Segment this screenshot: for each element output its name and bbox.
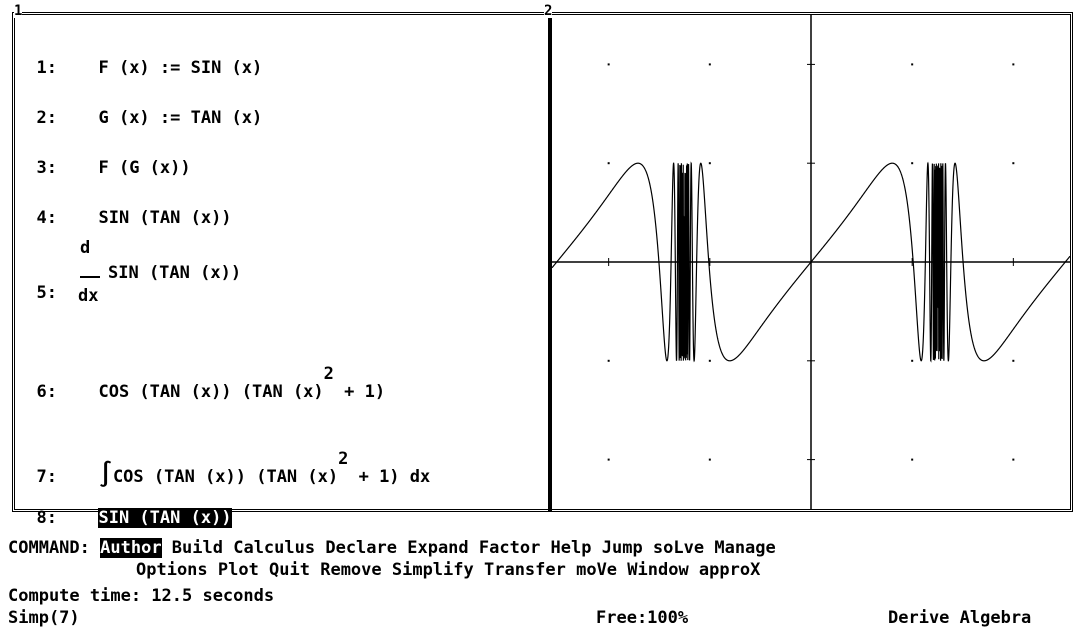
- menu-item-factor[interactable]: Factor: [468, 538, 541, 558]
- status-message: Compute time: 12.5 seconds: [8, 586, 275, 606]
- expression-line-1[interactable]: 1: F (x) := SIN (x): [36, 58, 263, 78]
- expression-line-5[interactable]: 5:: [36, 283, 57, 303]
- menu-item-help[interactable]: Help: [540, 538, 592, 558]
- expression-line-7[interactable]: 7: ∫COS (TAN (x)) (TAN (x)2 + 1) dx: [36, 449, 431, 488]
- grid-dot: [1012, 359, 1015, 362]
- fraction-bar: [80, 276, 100, 278]
- menu-item-author[interactable]: Author: [100, 538, 162, 558]
- grid-dot: [708, 63, 711, 66]
- plot-curve-segment-0: [552, 162, 685, 362]
- status-free-memory: Free:100%: [596, 608, 689, 628]
- menu-item-manage[interactable]: Manage: [704, 538, 776, 558]
- grid-dot: [607, 359, 610, 362]
- grid-dot: [708, 359, 711, 362]
- status-mode: Simp(7): [8, 608, 80, 628]
- highlighted-expression[interactable]: SIN (TAN (x)): [98, 508, 232, 528]
- command-menu-row-2[interactable]: Options Plot Quit Remove Simplify Transf…: [136, 560, 761, 580]
- plot-window[interactable]: [549, 12, 1073, 512]
- derivative-dx: dx: [78, 286, 99, 306]
- expression-line-8[interactable]: 8: SIN (TAN (x)): [36, 508, 232, 528]
- menu-item-solve[interactable]: soLve: [642, 538, 705, 558]
- integral-sign: ∫: [98, 460, 113, 488]
- menu-item-calculus[interactable]: Calculus: [222, 538, 316, 558]
- grid-dot: [911, 458, 914, 461]
- grid-dot: [1012, 63, 1015, 66]
- grid-dot: [1012, 458, 1015, 461]
- plot-curve-segment-9: [683, 161, 939, 363]
- menu-item-expand[interactable]: Expand: [397, 538, 469, 558]
- plot-curve-segment-18: [937, 162, 1070, 362]
- grid-dot: [1012, 162, 1015, 165]
- plot-canvas[interactable]: [552, 15, 1070, 509]
- menu-item-declare[interactable]: Declare: [315, 538, 397, 558]
- expression-line-3[interactable]: 3: F (G (x)): [36, 158, 191, 178]
- grid-dot: [607, 458, 610, 461]
- menu-item-jump[interactable]: Jump: [591, 538, 643, 558]
- grid-dot: [911, 359, 914, 362]
- command-prompt: COMMAND:: [8, 538, 90, 558]
- exponent: 2: [338, 449, 349, 469]
- grid-dot: [911, 162, 914, 165]
- expression-line-4[interactable]: 4: SIN (TAN (x)): [36, 208, 232, 228]
- grid-dot: [708, 162, 711, 165]
- algebra-window[interactable]: [12, 12, 552, 512]
- expression-line-2[interactable]: 2: G (x) := TAN (x): [36, 108, 263, 128]
- grid-dot: [911, 63, 914, 66]
- status-app-name: Derive Algebra: [888, 608, 1032, 628]
- grid-dot: [708, 458, 711, 461]
- exponent: 2: [323, 364, 334, 384]
- derivative-argument: SIN (TAN (x)): [108, 263, 242, 283]
- grid-dot: [607, 162, 610, 165]
- grid-dot: [607, 63, 610, 66]
- plot-window-number: 2: [544, 3, 553, 19]
- derivative-d: d: [80, 238, 91, 258]
- menu-item-build[interactable]: Build: [161, 538, 223, 558]
- algebra-window-number: 1: [14, 3, 23, 19]
- expression-line-6[interactable]: 6: COS (TAN (x)) (TAN (x)2 + 1): [36, 364, 386, 402]
- command-menu-row-1: COMMAND: Author Build Calculus Declare E…: [8, 538, 776, 558]
